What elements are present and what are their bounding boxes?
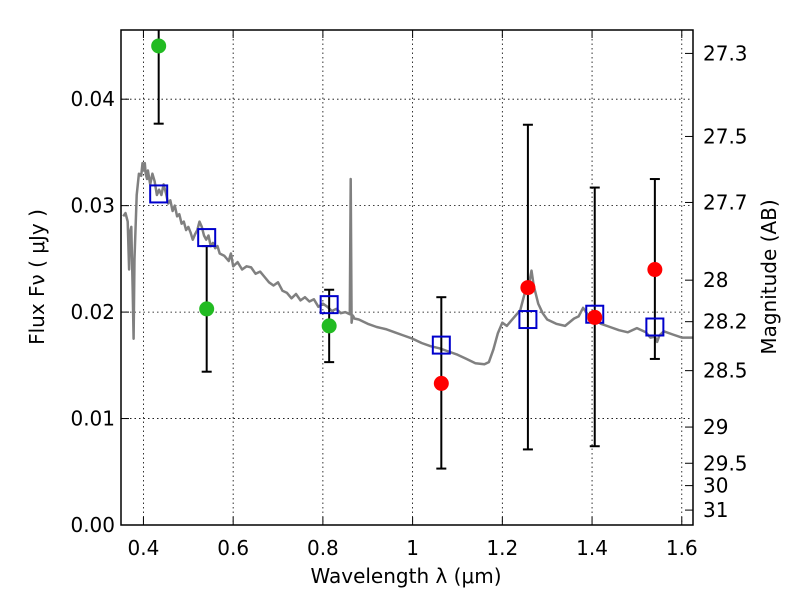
- plot-clipped-group: [122, 30, 693, 470]
- axis-ticks: 0.4 0.6 0.8 1 1.2 1.4 1.6 0.00 0.01 0.02 0.03 0.04 2…: [70, 30, 748, 560]
- x-axis-label: Wavelength λ (μm): [310, 564, 501, 588]
- y-tick-label: 0.04: [70, 87, 115, 111]
- model-photometry-square: [197, 228, 217, 248]
- x-tick-label: 0.8: [307, 536, 339, 560]
- x-tick-label: 1.2: [486, 536, 518, 560]
- model-photometry-square: [149, 184, 169, 204]
- plot-area: [122, 30, 693, 470]
- y-axis-right-label: Magnitude (AB): [757, 199, 781, 354]
- x-tick-label: 0.4: [128, 536, 160, 560]
- magnitude-tick-label: 30: [703, 474, 728, 498]
- green-point: [321, 318, 337, 334]
- grid-lines: [121, 30, 693, 526]
- x-tick-label: 1: [406, 536, 419, 560]
- model-photometry-square: [319, 295, 339, 315]
- magnitude-tick-label: 27.3: [703, 41, 748, 65]
- plot-frame: [120, 29, 694, 526]
- model-photometry-square: [518, 310, 538, 330]
- x-tick-label: 1.4: [576, 536, 608, 560]
- magnitude-tick-label: 28.2: [703, 310, 748, 334]
- y-tick-label: 0.00: [70, 513, 115, 537]
- red-point: [587, 309, 603, 325]
- x-tick-label: 1.6: [666, 536, 698, 560]
- magnitude-tick-label: 28.5: [703, 359, 748, 383]
- magnitude-tick-label: 31: [703, 498, 728, 522]
- magnitude-tick-label: 29.5: [703, 451, 748, 475]
- x-tick-label: 0.6: [217, 536, 249, 560]
- red-point: [520, 280, 536, 296]
- model-photometry-square: [431, 335, 451, 355]
- y-axis-label: Flux Fν ( μJy ): [25, 209, 49, 345]
- magnitude-tick-label: 27.5: [703, 124, 748, 148]
- y-tick-label: 0.01: [70, 407, 115, 431]
- red-point: [433, 375, 449, 391]
- green-point: [151, 38, 167, 54]
- magnitude-tick-label: 27.7: [703, 190, 748, 214]
- model-photometry-square: [645, 317, 665, 337]
- green-point: [199, 301, 215, 317]
- model-spectrum-line: [122, 161, 693, 366]
- y-tick-label: 0.02: [70, 300, 115, 324]
- red-point: [647, 262, 663, 278]
- y-tick-label: 0.03: [70, 194, 115, 218]
- magnitude-tick-label: 29: [703, 415, 728, 439]
- magnitude-tick-label: 28: [703, 268, 728, 292]
